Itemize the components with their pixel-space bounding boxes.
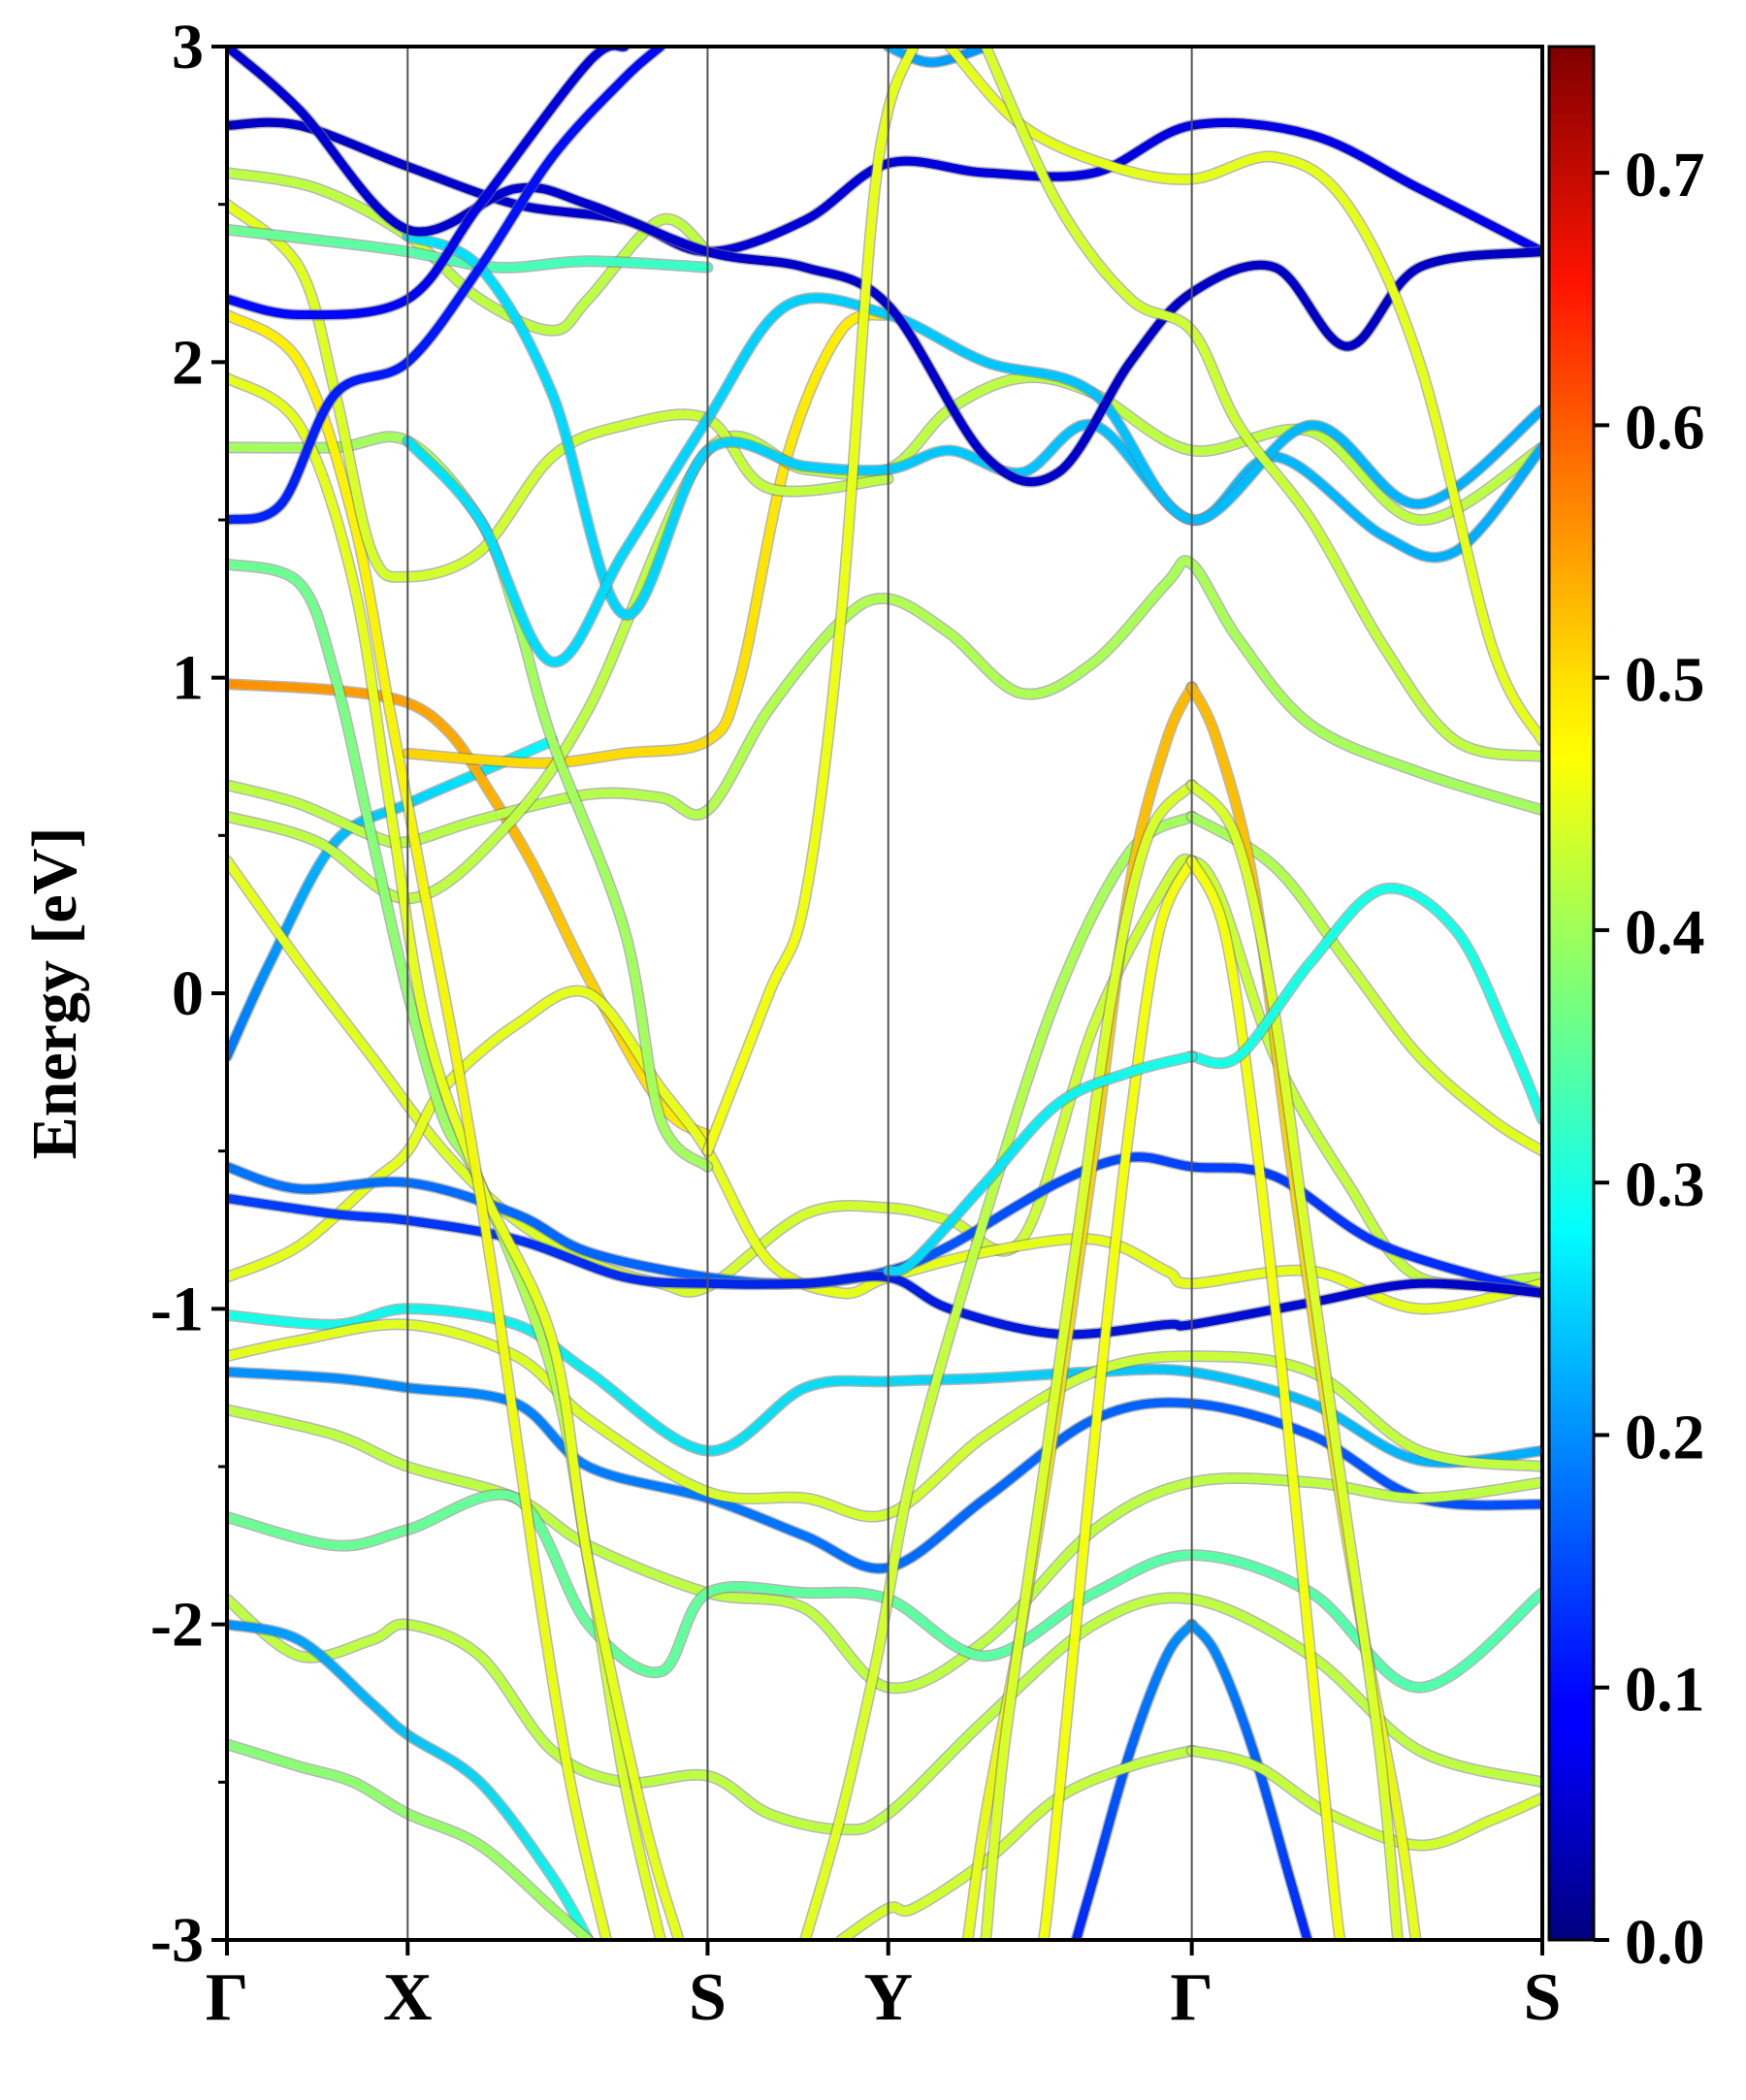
x-tick-label: S — [1524, 1960, 1562, 2035]
colorbar-tick-label: 0.4 — [1625, 897, 1705, 968]
band-line-outline — [835, 1744, 1198, 1940]
band-line — [227, 373, 684, 1940]
y-tick-label: -2 — [150, 1590, 204, 1661]
band-line — [981, 47, 1542, 761]
band-line — [227, 47, 1542, 487]
band-line — [1187, 884, 1542, 1124]
colorbar-tick-label: 0.7 — [1625, 140, 1705, 210]
band-line — [403, 231, 1542, 620]
band-line — [227, 225, 712, 273]
band-line — [227, 736, 557, 1061]
band-line — [227, 1304, 1542, 1468]
y-tick-label: 2 — [172, 327, 204, 398]
colorbar-tick-label: 0.5 — [1625, 645, 1705, 716]
band-line-outline — [402, 230, 1542, 621]
band-line — [1187, 812, 1542, 1156]
x-tick-label: Γ — [206, 1960, 249, 2035]
colorbar-gradient — [1547, 45, 1596, 1942]
band-line — [227, 556, 1542, 848]
y-tick-label: 3 — [172, 12, 204, 82]
band-line — [227, 1490, 1542, 1693]
band-line — [227, 47, 630, 320]
band-line — [1187, 1620, 1312, 1940]
y-tick-label: -1 — [150, 1274, 204, 1344]
band-line — [1039, 856, 1197, 1940]
band-line — [403, 309, 893, 768]
y-axis-label: Energy [eV] — [19, 827, 90, 1160]
x-tick-label: X — [383, 1960, 433, 2035]
y-tick-label: 1 — [172, 643, 204, 714]
colorbar-tick-label: 0.0 — [1625, 1907, 1705, 1978]
band-line — [227, 432, 712, 1172]
x-tick-label: Γ — [1170, 1960, 1213, 2035]
band-line — [227, 986, 1542, 1313]
band-line — [800, 812, 1197, 1940]
band-line — [227, 1405, 1542, 1693]
band-line — [227, 1620, 593, 1940]
band-line — [981, 780, 1197, 1940]
y-axis: -3 -2 -1 0 1 2 3 — [150, 12, 227, 1976]
band-line — [945, 47, 1542, 746]
band-line — [227, 47, 665, 525]
band-line — [227, 117, 1542, 256]
band-line — [227, 1319, 1542, 1522]
band-line — [884, 47, 990, 67]
y-tick-label: -3 — [150, 1905, 204, 1976]
colorbar-tick-label: 0.1 — [1625, 1655, 1705, 1726]
colorbar-tick-label: 0.3 — [1625, 1149, 1705, 1220]
colorbar: 0.0 0.1 0.2 0.3 0.4 0.5 0.6 0.7 — [1547, 45, 1705, 1978]
band-line — [1071, 1620, 1197, 1940]
band-line — [1187, 780, 1403, 1940]
band-line — [227, 679, 712, 1140]
colorbar-ticks: 0.0 0.1 0.2 0.3 0.4 0.5 0.6 0.7 — [1594, 140, 1705, 1978]
high-symmetry-lines — [406, 47, 1193, 1940]
colorbar-tick-label: 0.6 — [1625, 392, 1705, 463]
colorbar-tick-label: 0.2 — [1625, 1402, 1705, 1472]
band-line — [884, 1051, 1197, 1276]
x-tick-label: Y — [863, 1960, 913, 2035]
band-line — [703, 47, 919, 1156]
x-tick-label: S — [689, 1960, 727, 2035]
band-line — [227, 1367, 1542, 1573]
band-line-outline — [944, 47, 1542, 747]
band-line — [1187, 1746, 1542, 1850]
band-line — [1187, 856, 1344, 1940]
band-line — [227, 310, 611, 1940]
y-tick-label: 0 — [172, 958, 204, 1029]
band-lines — [227, 47, 1542, 1940]
